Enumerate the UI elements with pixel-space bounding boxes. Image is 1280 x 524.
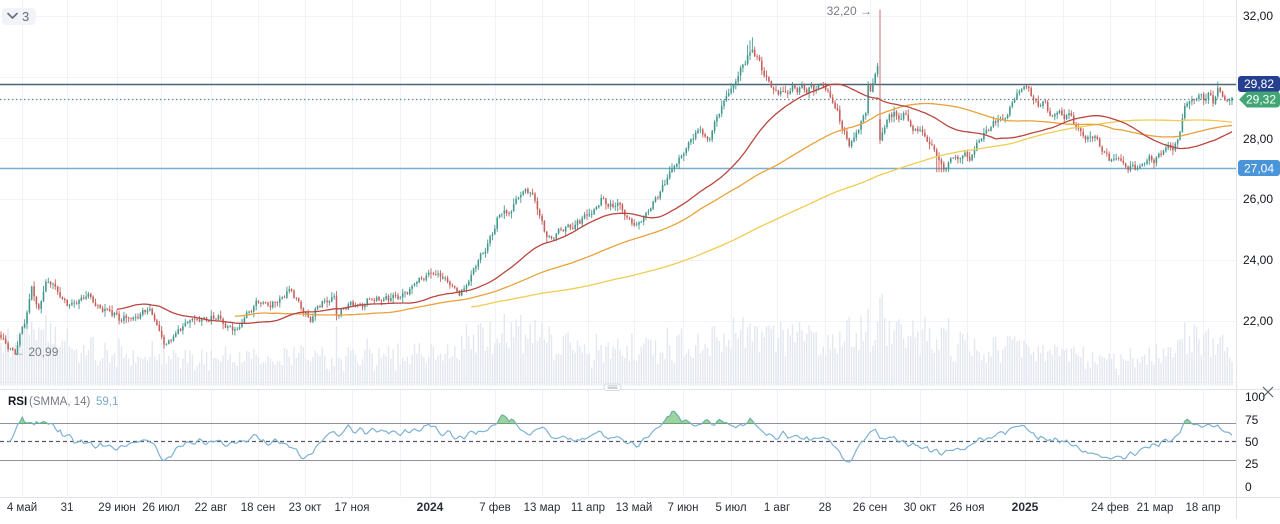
svg-text:50: 50	[1245, 435, 1259, 449]
svg-text:26,00: 26,00	[1243, 192, 1273, 206]
svg-text:RSI: RSI	[8, 396, 27, 408]
svg-text:29 июн: 29 июн	[98, 502, 135, 514]
svg-text:32,00: 32,00	[1243, 9, 1273, 23]
svg-text:0: 0	[1245, 480, 1252, 494]
svg-text:28,00: 28,00	[1243, 132, 1273, 146]
svg-text:← 20,99: ← 20,99	[13, 345, 59, 359]
svg-text:26 июл: 26 июл	[142, 502, 180, 514]
svg-text:2025: 2025	[1012, 500, 1039, 514]
svg-text:5 июл: 5 июл	[715, 502, 746, 514]
svg-text:29,82: 29,82	[1244, 77, 1274, 91]
svg-text:17 ноя: 17 ноя	[335, 502, 370, 514]
svg-text:7 фев: 7 фев	[479, 502, 511, 514]
svg-text:18 апр: 18 апр	[1185, 502, 1220, 514]
svg-text:31: 31	[61, 502, 74, 514]
svg-text:75: 75	[1245, 413, 1259, 427]
svg-text:32,20 →: 32,20 →	[827, 4, 872, 18]
svg-text:7 июн: 7 июн	[668, 502, 699, 514]
svg-text:2024: 2024	[417, 500, 444, 514]
svg-text:3: 3	[22, 9, 29, 24]
svg-text:23 окт: 23 окт	[289, 502, 323, 514]
svg-text:26 сен: 26 сен	[853, 502, 887, 514]
svg-text:25: 25	[1245, 457, 1259, 471]
svg-text:100: 100	[1245, 390, 1265, 404]
svg-text:22,00: 22,00	[1243, 314, 1273, 328]
svg-text:4 май: 4 май	[7, 502, 37, 514]
svg-text:(SMMA, 14): (SMMA, 14)	[29, 396, 91, 408]
svg-text:18 сен: 18 сен	[241, 502, 275, 514]
svg-text:1 авг: 1 авг	[764, 502, 790, 514]
svg-text:24,00: 24,00	[1243, 253, 1273, 267]
svg-text:13 мар: 13 мар	[524, 502, 561, 514]
svg-text:13 май: 13 май	[616, 502, 653, 514]
svg-text:28: 28	[819, 502, 832, 514]
svg-text:24 фев: 24 фев	[1091, 502, 1129, 514]
svg-text:26 ноя: 26 ноя	[950, 502, 985, 514]
svg-text:27,04: 27,04	[1244, 162, 1274, 176]
svg-text:22 авг: 22 авг	[195, 502, 228, 514]
svg-text:59,1: 59,1	[96, 396, 118, 408]
svg-text:21 мар: 21 мар	[1137, 502, 1174, 514]
svg-text:29,32: 29,32	[1246, 93, 1276, 107]
svg-text:30 окт: 30 окт	[904, 502, 938, 514]
svg-text:11 апр: 11 апр	[571, 502, 605, 514]
